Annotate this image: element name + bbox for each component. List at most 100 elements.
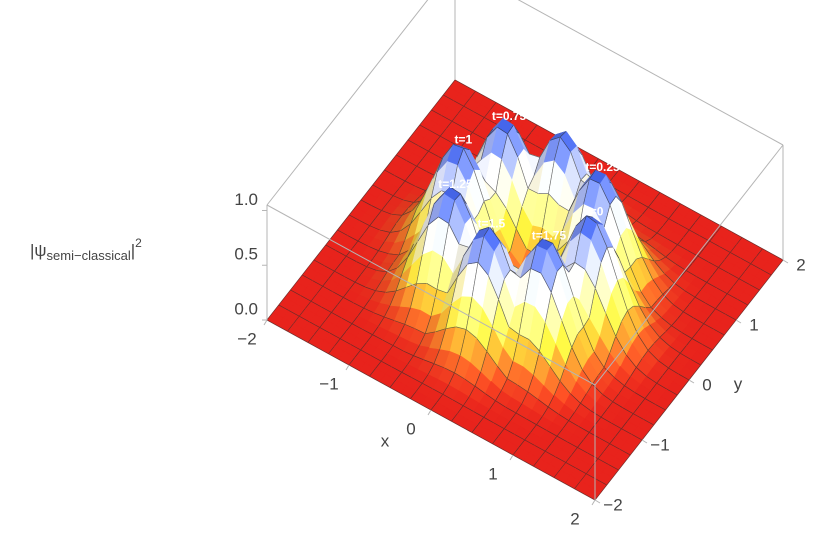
mesh-line [606,401,613,410]
mesh-line [586,466,593,474]
mesh-line [671,394,678,403]
mesh-line [568,262,576,273]
mesh-line [712,267,719,276]
mesh-line [555,456,566,463]
mesh-line [266,312,274,321]
mesh-line [718,267,729,274]
mesh-line [508,326,520,335]
mesh-line [603,443,610,452]
mesh-line [560,131,567,138]
mesh-line [617,189,628,196]
mesh-line [635,358,643,368]
mesh-line [518,334,530,340]
mesh-line [633,405,640,414]
mesh-line [589,170,596,179]
mesh-line [665,256,677,265]
mesh-line [372,326,379,335]
mesh-line [527,374,534,392]
mesh-line [369,375,380,383]
mesh-line [410,166,417,174]
mesh-line [373,312,385,318]
mesh-line [334,338,341,347]
mesh-line [612,393,619,402]
mesh-line [630,447,637,456]
mesh-line [587,452,599,460]
mesh-line [621,428,632,435]
mesh-line [369,225,381,231]
mesh-line [466,132,473,141]
mesh-line [475,90,486,98]
mesh-line [661,317,672,326]
mesh-line [644,398,656,405]
mesh-line [639,305,646,308]
mesh-line [524,268,532,302]
mesh-line [389,290,397,306]
mesh-line [665,251,672,258]
mesh-line [325,237,332,246]
mesh-line [524,439,536,446]
mesh-line [483,198,490,202]
mesh-line [477,200,485,215]
mesh-line [605,312,617,337]
mesh-line [533,350,540,375]
mesh-line [284,289,291,298]
mesh-line [612,169,620,178]
mesh-line [738,271,746,279]
mesh-line [407,240,419,258]
mesh-line [691,330,699,339]
mesh-line [750,263,762,270]
mesh-line [334,263,341,272]
mesh-line [465,85,476,92]
mesh-line [387,195,394,204]
mesh-line [477,417,484,426]
mesh-line [622,407,634,414]
mesh-line [464,378,476,387]
mesh-line [713,329,725,336]
mesh-line [416,198,423,209]
mesh-line [530,424,537,433]
mesh-line [419,117,426,126]
mesh-line [363,225,370,234]
mesh-line [608,464,619,471]
mesh-line [477,262,489,276]
mesh-line [469,91,476,99]
mesh-line [369,217,376,226]
mesh-line [759,282,766,291]
mesh-line [419,333,426,346]
mesh-line [729,319,737,328]
mesh-line [436,256,444,290]
mesh-line [498,278,505,300]
mesh-line [413,196,420,203]
mesh-line [472,124,479,133]
mesh-line [653,260,665,274]
mesh-line [557,241,568,252]
mesh-line [609,204,621,236]
mesh-line [643,245,655,262]
mesh-line [589,424,596,433]
mesh-line [473,411,484,418]
mesh-line [619,449,631,456]
mesh-line [506,360,514,379]
mesh-line [487,275,499,300]
mesh-line [412,198,423,211]
mesh-line [565,347,573,365]
mesh-line [403,350,414,356]
mesh-line [398,249,410,256]
mesh-line [403,199,414,203]
mesh-line [322,285,334,293]
mesh-line [650,383,657,392]
mesh-line [457,405,464,414]
mesh-line [712,342,719,351]
mesh-line [396,147,403,156]
mesh-line [740,257,751,265]
mesh-line [420,197,432,212]
mesh-line [776,259,784,268]
mesh-line [356,261,367,268]
mesh-line [351,240,359,249]
mesh-line [688,372,696,381]
mesh-line [609,443,621,450]
mesh-line [360,199,372,206]
mesh-line [446,276,458,294]
mesh-line [440,128,447,137]
mesh-line [616,279,628,311]
